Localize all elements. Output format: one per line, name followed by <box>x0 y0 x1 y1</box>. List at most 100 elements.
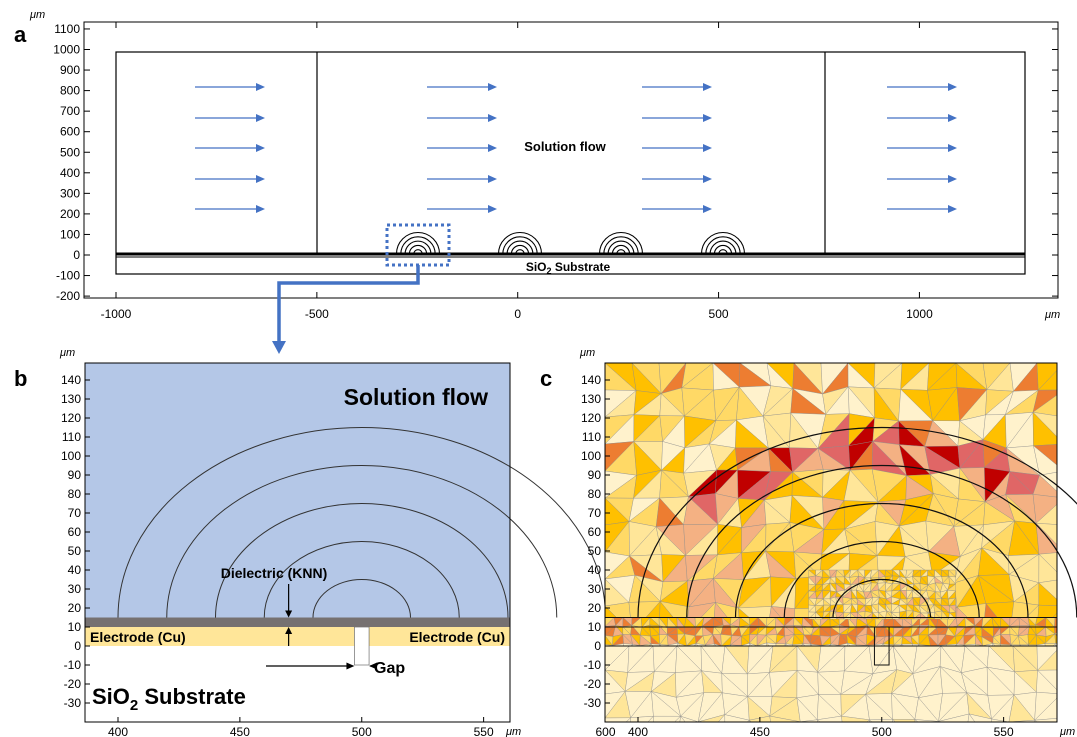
mesh-element <box>938 721 940 722</box>
panel-c-y-tick-label: 110 <box>582 430 601 444</box>
panel-a-y-unit: μm <box>29 9 45 21</box>
sensor-arc <box>497 231 543 255</box>
mesh-element <box>869 719 893 722</box>
sensor-arc <box>598 231 644 255</box>
mesh-element <box>991 718 1010 722</box>
panel-b: b μm μm 14013012011010090807060504030201… <box>14 347 616 737</box>
panel-a-y-tick-label: -200 <box>56 289 80 303</box>
panel-a-y-tick-label: 200 <box>60 207 80 221</box>
mesh-element <box>892 718 896 722</box>
panel-b-flow-label: Solution flow <box>344 384 488 410</box>
flow-arrowhead <box>948 114 957 122</box>
panel-a-letter: a <box>14 22 27 47</box>
electrode-right-label: Electrode (Cu) <box>409 629 505 645</box>
panel-a-x-tick-label: 500 <box>709 307 729 321</box>
flow-channel-outline <box>115 51 1026 275</box>
mesh-gap-outline <box>873 626 890 666</box>
electrode-right <box>369 627 510 646</box>
panel-c: c μm μm 14013012011010090807060504030201… <box>540 347 1077 737</box>
flow-arrowhead <box>256 205 265 213</box>
mesh-element <box>914 719 939 722</box>
panel-c-y-tick-label: 20 <box>588 601 602 615</box>
sensor-arc <box>713 244 733 255</box>
mesh-element <box>679 715 686 722</box>
sensor-arc <box>413 249 423 255</box>
sensor-arc <box>395 231 441 255</box>
electrode-gap <box>354 626 370 666</box>
panel-c-x-tick-label: 450 <box>750 725 770 737</box>
sensor-arc <box>705 236 741 255</box>
panel-b-y-ticks: 1401301201101009080706050403020100-10-20… <box>61 373 90 710</box>
panel-a-y-tick-label: 400 <box>60 166 80 180</box>
panel-a-y-tick-label: 300 <box>60 186 80 200</box>
dielectric-layer <box>85 617 510 627</box>
sensor-arc <box>506 240 534 255</box>
sensor-arc <box>709 240 737 255</box>
panel-a-y-tick-label: 0 <box>73 248 80 262</box>
dielectric-label: Dielectric (KNN) <box>221 565 328 581</box>
mesh-element <box>1054 626 1057 635</box>
mesh-element <box>841 715 870 722</box>
panel-c-y-tick-label: -20 <box>584 677 602 691</box>
mesh-element <box>1054 631 1057 635</box>
field-contour-arc <box>166 465 558 618</box>
panel-a-x-tick-label: -1000 <box>101 307 132 321</box>
field-contour-arc <box>263 541 460 618</box>
mesh-element <box>891 719 916 722</box>
mesh-element <box>941 610 949 620</box>
panel-c-y-tick-label: 100 <box>581 449 601 463</box>
panel-b-y-tick-label: 40 <box>68 563 82 577</box>
mesh-element <box>630 716 654 722</box>
flow-arrowhead <box>488 83 497 91</box>
panel-b-substrate-label: SiO2 Substrate <box>92 684 246 714</box>
electrode-left-label: Electrode (Cu) <box>90 629 186 645</box>
mesh-element <box>647 715 654 722</box>
panel-a-y-tick-label: 800 <box>60 84 80 98</box>
sensor-arc <box>510 244 530 255</box>
sensor-arcs <box>395 231 746 255</box>
flow-arrowhead <box>948 144 957 152</box>
panel-b-x-ticks: 400 450 500 550 600 <box>108 717 616 737</box>
mesh-element <box>724 714 750 722</box>
panel-b-x-tick-label: 500 <box>352 725 372 737</box>
mesh-element <box>866 719 870 722</box>
panel-a-y-tick-label: 700 <box>60 104 80 118</box>
flow-arrowhead <box>256 83 265 91</box>
dielectric-arrowhead-up <box>285 627 293 634</box>
panel-b-y-tick-label: 120 <box>61 411 81 425</box>
mesh-element <box>885 610 893 620</box>
sensor-arc <box>718 249 728 255</box>
panel-b-y-tick-label: 130 <box>61 392 81 406</box>
panel-a-y-ticks: 110010009008007006005004003002001000-100… <box>53 22 1058 303</box>
panel-c-y-tick-label: 130 <box>581 392 601 406</box>
mesh-element <box>605 717 632 722</box>
panel-b-y-tick-label: 140 <box>61 373 81 387</box>
panel-c-letter: c <box>540 366 552 391</box>
panel-c-y-tick-label: 120 <box>581 411 601 425</box>
panel-b-letter: b <box>14 366 27 391</box>
mesh-domain-arc <box>783 540 980 618</box>
panel-a-y-tick-label: 500 <box>60 145 80 159</box>
flow-arrowhead <box>948 205 957 213</box>
flow-arrowhead <box>703 175 712 183</box>
panel-b-x-tick-label: 550 <box>474 725 494 737</box>
zoom-callout-connector <box>277 265 420 343</box>
panel-c-y-ticks: 1401301201101009080706050403020100-10-20… <box>581 373 610 710</box>
flow-arrowhead <box>703 83 712 91</box>
mesh-element <box>674 715 681 722</box>
panel-c-y-tick-label: 40 <box>588 563 602 577</box>
panel-a-frame <box>83 21 1059 299</box>
panel-b-y-tick-label: 20 <box>68 601 82 615</box>
mesh-element <box>697 714 726 722</box>
panel-b-y-tick-label: -30 <box>64 696 82 710</box>
panel-b-y-tick-label: 90 <box>68 468 82 482</box>
panel-c-y-tick-label: 140 <box>581 373 601 387</box>
panel-c-frame <box>604 362 1058 723</box>
panel-c-x-unit: μm <box>1059 726 1075 737</box>
mesh-element <box>967 713 976 722</box>
sensor-arc <box>700 231 746 255</box>
gap-arrowhead-right <box>369 662 378 670</box>
panel-b-y-tick-label: 60 <box>68 525 82 539</box>
flow-arrowhead <box>488 205 497 213</box>
panel-c-x-tick-label: 400 <box>628 725 648 737</box>
